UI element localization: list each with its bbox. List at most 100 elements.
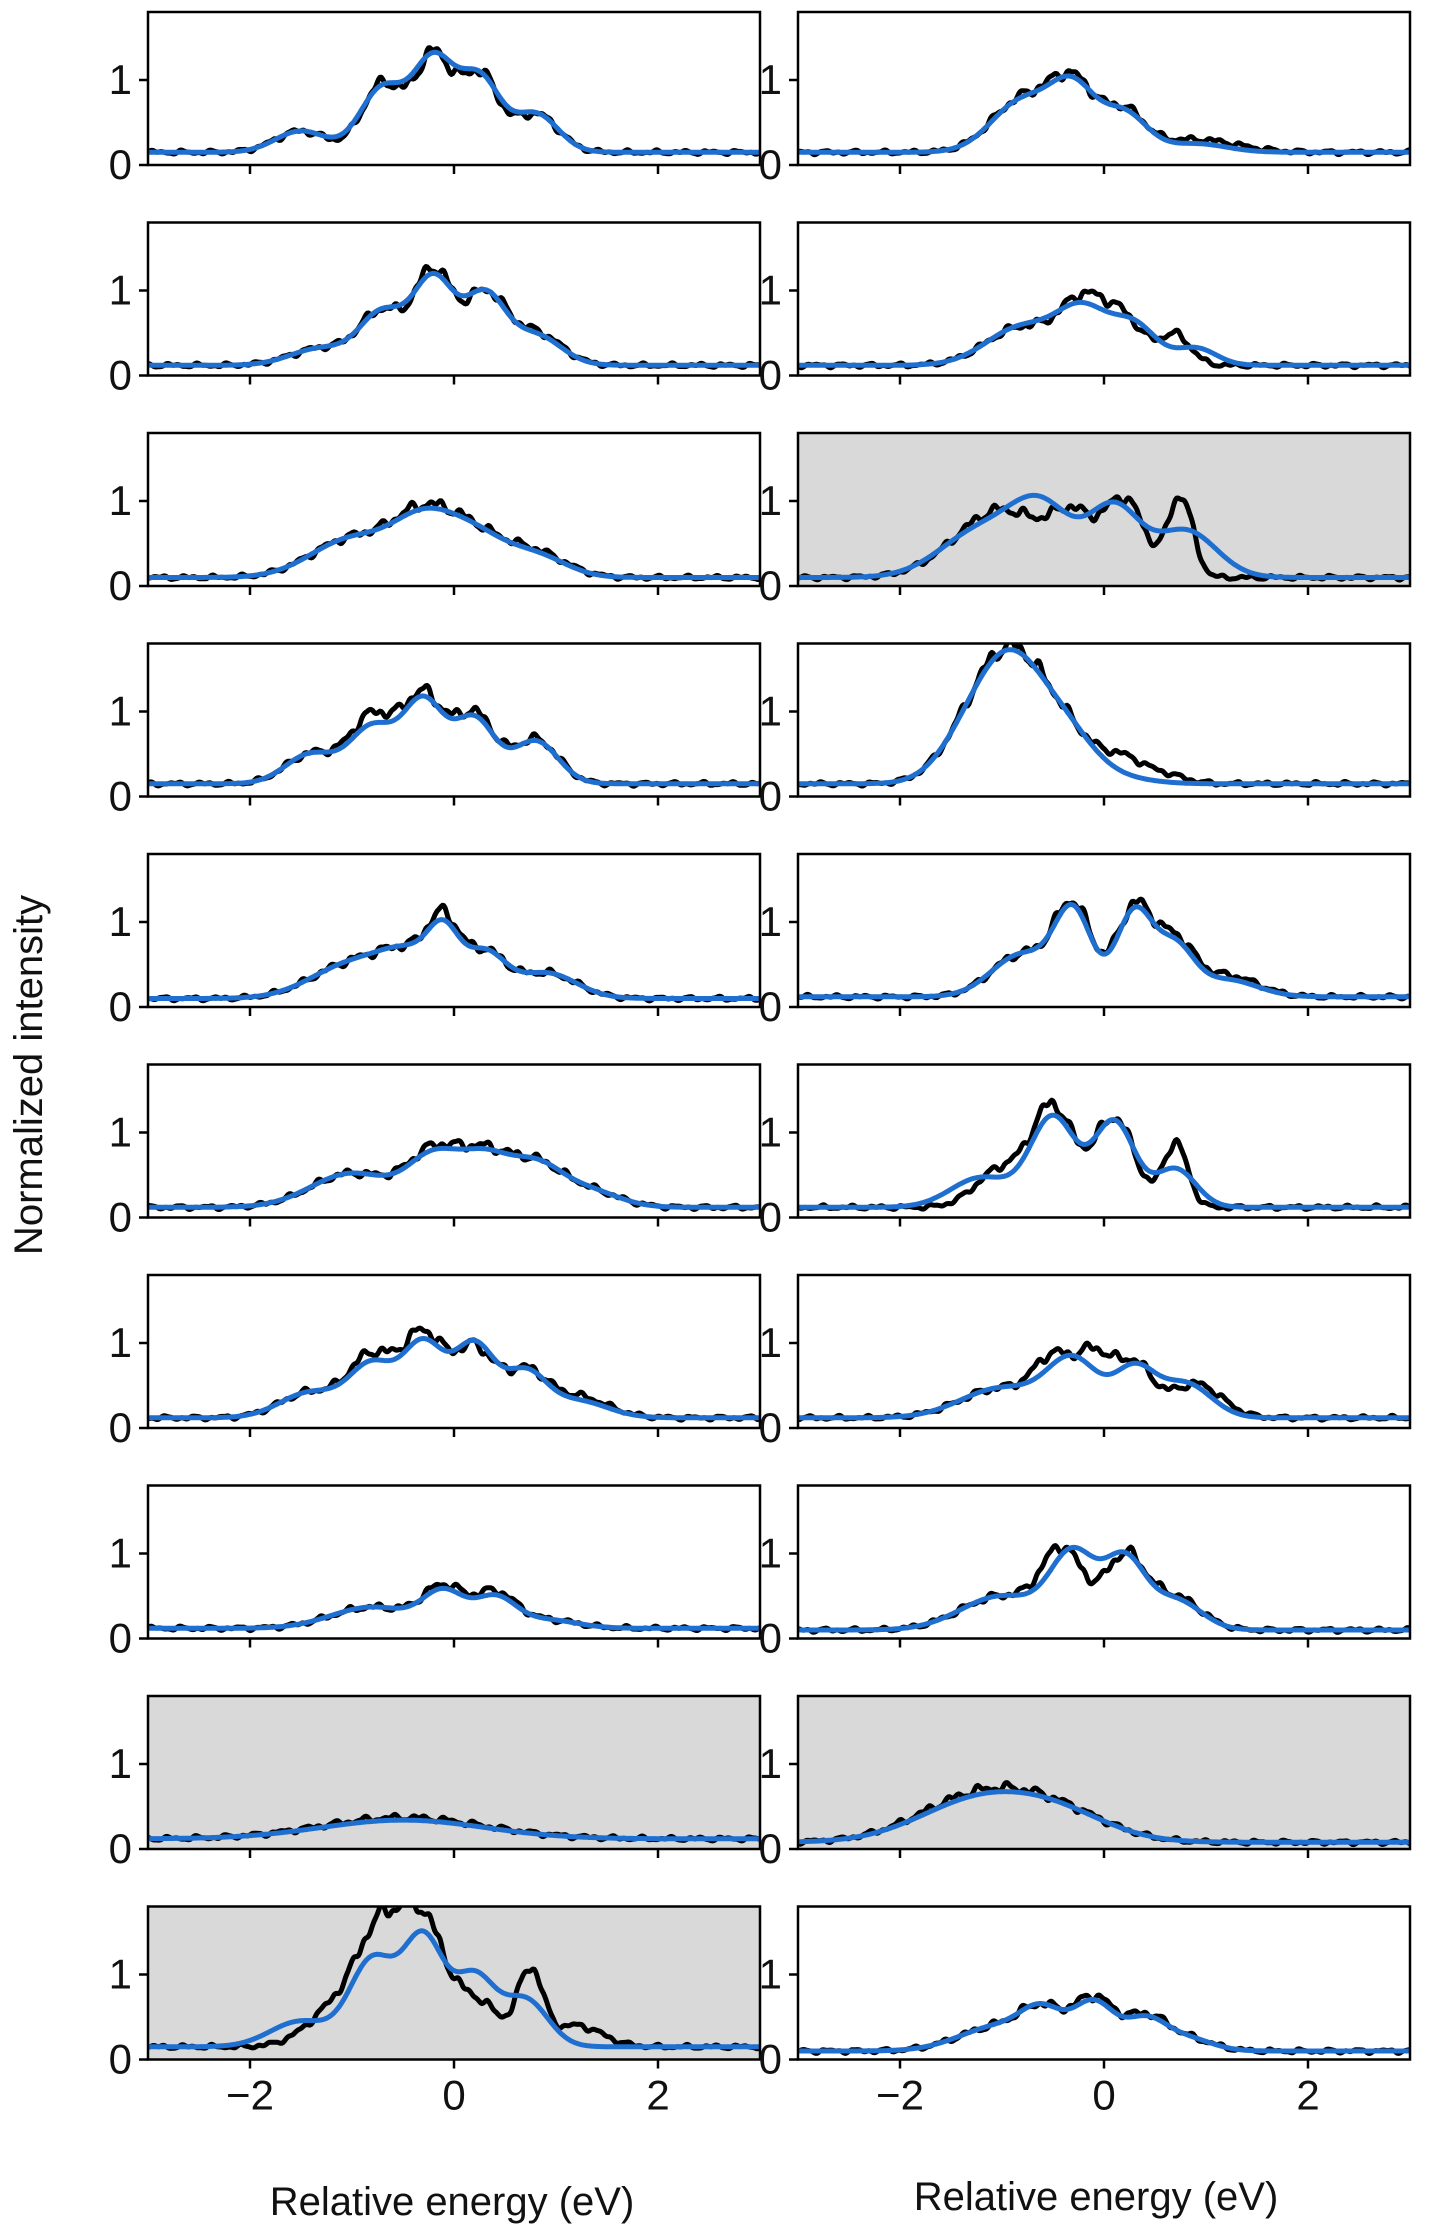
x-tick-label: 0 (442, 2072, 465, 2119)
panel-background (798, 1906, 1410, 2060)
panel-r8-c1: 01 (109, 1484, 762, 1662)
y-tick-label: 0 (759, 141, 782, 188)
panel-r3-c1: 01 (109, 431, 762, 609)
y-tick-label: 0 (109, 1615, 132, 1662)
y-tick-label: 0 (109, 2036, 132, 2083)
y-tick-label: 0 (759, 1194, 782, 1241)
y-tick-label: 0 (759, 773, 782, 820)
panel-r7-c2: 01 (759, 1273, 1412, 1451)
panel-background (148, 1485, 760, 1639)
y-tick-label: 0 (109, 1825, 132, 1872)
fit-line (148, 917, 760, 1001)
x-tick-label: 2 (646, 2072, 669, 2119)
panel-r10-c2: 0 1 −2 0 2 (759, 1905, 1412, 2119)
x-axis-label-right: Relative energy (eV) (914, 2175, 1279, 2219)
panel-r4-c1: 01 (109, 642, 762, 820)
panel-background (798, 1064, 1410, 1218)
panel-r6-c2: 01 (759, 1063, 1412, 1241)
y-tick-label: 0 (109, 141, 132, 188)
y-tick-label: 1 (759, 1109, 782, 1156)
fit-line (148, 270, 760, 368)
y-tick-label: 0 (759, 1615, 782, 1662)
x-tick-label: −2 (876, 2072, 924, 2119)
y-tick-label: 1 (759, 477, 782, 524)
panel-r3-c2: 01 (759, 431, 1412, 609)
fit-line (148, 693, 760, 787)
x-tick-label: 2 (1296, 2072, 1319, 2119)
panel-r5-c2: 01 (759, 852, 1412, 1030)
fit-line (798, 73, 1410, 155)
panel-background (148, 433, 760, 586)
panel-r10-c1: 0 1 −2 0 2 (109, 1905, 762, 2119)
y-tick-label: 1 (109, 688, 132, 735)
fit-line (148, 1336, 760, 1421)
y-tick-label: 0 (109, 983, 132, 1030)
y-tick-label: 0 (759, 562, 782, 609)
fit-line (798, 492, 1410, 580)
y-tick-label: 0 (109, 773, 132, 820)
panel-background (798, 12, 1410, 165)
x-tick-label: −2 (226, 2072, 274, 2119)
fit-line (148, 1928, 760, 2050)
fit-line (798, 1352, 1410, 1421)
y-tick-label: 1 (109, 267, 132, 314)
y-tick-label: 1 (109, 1109, 132, 1156)
panel-r5-c1: 01 (109, 852, 762, 1030)
y-tick-label: 0 (759, 2036, 782, 2083)
fit-line (148, 1145, 760, 1210)
y-tick-label: 0 (759, 1404, 782, 1451)
y-tick-label: 0 (109, 562, 132, 609)
fit-line (798, 1789, 1410, 1845)
fit-line (148, 1585, 760, 1631)
panel-r1-c2: 01 (759, 10, 1412, 188)
y-tick-label: 1 (759, 56, 782, 103)
panel-r1-c1: 01 (109, 10, 762, 188)
panel-background (798, 1275, 1410, 1428)
panel-r9-c1: 01 (109, 1694, 762, 1872)
panel-background (798, 1485, 1410, 1639)
fit-line (798, 299, 1410, 368)
panel-background (798, 854, 1410, 1007)
panel-background (148, 1906, 760, 2060)
y-tick-label: 1 (109, 56, 132, 103)
y-tick-label: 0 (109, 1404, 132, 1451)
y-tick-label: 0 (759, 983, 782, 1030)
y-tick-label: 0 (759, 352, 782, 399)
y-tick-label: 0 (109, 1194, 132, 1241)
x-tick-label: 0 (1092, 2072, 1115, 2119)
fit-line (798, 1544, 1410, 1633)
fit-line (798, 902, 1410, 1000)
y-tick-label: 1 (109, 1740, 132, 1787)
y-tick-label: 1 (759, 1740, 782, 1787)
fit-line (798, 647, 1410, 787)
panel-background (148, 222, 760, 376)
panel-r2-c1: 01 (109, 221, 762, 399)
y-tick-label: 1 (759, 1319, 782, 1366)
panel-r7-c1: 01 (109, 1273, 762, 1451)
y-tick-label: 1 (109, 898, 132, 945)
y-tick-label: 1 (759, 688, 782, 735)
fit-line (798, 1112, 1410, 1210)
panel-r8-c2: 01 (759, 1484, 1412, 1662)
fit-line (148, 49, 760, 155)
panel-r6-c1: 01 (109, 1063, 762, 1241)
y-tick-label: 1 (759, 267, 782, 314)
panel-r2-c2: 01 (759, 221, 1412, 399)
panel-background (798, 643, 1410, 797)
y-tick-label: 0 (109, 352, 132, 399)
y-tick-label: 1 (109, 1530, 132, 1577)
fit-line (148, 505, 760, 580)
panel-background (148, 1696, 760, 1849)
panel-grid: 01010101010101010101010101010101010101−2… (109, 10, 1412, 2119)
y-tick-label: 1 (109, 1319, 132, 1366)
fit-line (148, 1817, 760, 1842)
y-tick-label: 1 (759, 1530, 782, 1577)
panel-r4-c2: 01 (759, 642, 1412, 820)
y-tick-label: 1 (109, 477, 132, 524)
y-axis-label: Normalized intensity (7, 895, 51, 1255)
y-tick-label: 1 (759, 898, 782, 945)
y-tick-label: 1 (109, 1951, 132, 1998)
y-tick-label: 1 (759, 1951, 782, 1998)
panel-r9-c2: 01 (759, 1694, 1412, 1872)
panel-background (148, 12, 760, 165)
